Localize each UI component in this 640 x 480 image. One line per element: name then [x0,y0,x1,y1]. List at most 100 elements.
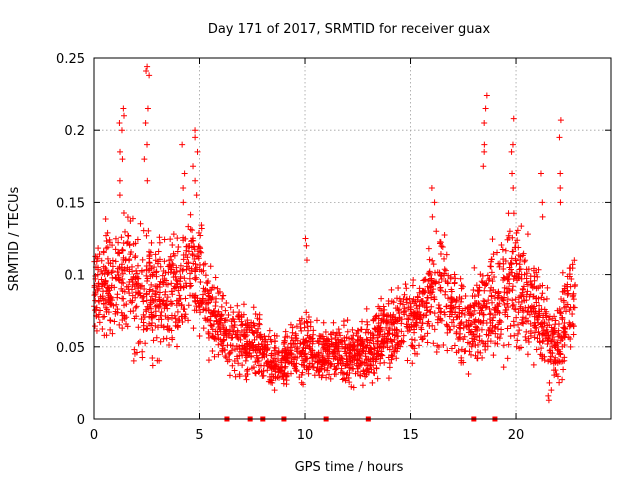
data-point [441,232,448,239]
data-point [490,251,497,258]
data-point [437,251,444,258]
data-point [560,297,567,304]
data-point [338,365,345,372]
data-point [200,285,207,292]
data-point [412,321,419,328]
data-point [222,327,229,334]
data-point [123,283,130,290]
data-point [524,231,531,238]
data-point [442,291,449,298]
data-point [276,374,283,381]
data-point [131,283,138,290]
tick-labels: 0 5 10 15 20 0 0.05 0.1 0.15 0.2 0.25 [56,52,524,443]
data-point [192,298,199,305]
data-point [564,291,571,298]
data-point [545,358,552,365]
data-point [259,373,266,380]
data-point [233,343,240,350]
data-point [477,271,484,278]
data-point [429,322,436,329]
data-point [531,322,538,329]
data-point [346,369,353,376]
data-point [121,312,128,319]
data-point [192,177,199,184]
data-point [342,362,349,369]
data-point [546,321,553,328]
data-point [470,303,477,310]
data-point [144,278,151,285]
data-point [400,301,407,308]
data-point [139,256,146,263]
data-point [103,232,110,239]
data-point [176,292,183,299]
data-point [538,345,545,352]
data-point [137,220,144,227]
data-point [205,307,212,314]
data-point [125,233,132,240]
data-point [486,316,493,323]
data-point [289,329,296,336]
y-tick-label: 0.15 [56,196,85,211]
data-point [91,323,98,330]
data-point [500,297,507,304]
data-point [160,267,167,274]
data-point [488,327,495,334]
data-point [434,316,441,323]
data-point [317,333,324,340]
data-point [191,275,198,282]
data-point [239,321,246,328]
data-point [193,253,200,260]
data-point [538,294,545,301]
data-point [118,267,125,274]
data-point [252,369,259,376]
data-point [169,336,176,343]
data-point [229,315,236,322]
data-point [222,353,229,360]
data-point [380,318,387,325]
data-point [391,320,398,327]
data-point [166,257,173,264]
data-point [253,352,260,359]
data-point [231,357,238,364]
data-point [222,317,229,324]
data-point [558,358,565,365]
data-point [133,303,140,310]
data-point [489,278,496,285]
data-point [451,342,458,349]
data-point [504,355,511,362]
data-point [121,112,128,119]
data-point [138,315,145,322]
data-point [501,289,508,296]
data-point [215,351,222,358]
data-point [154,284,161,291]
data-point [430,286,437,293]
data-point [180,306,187,313]
data-point [216,319,223,326]
data-point [353,362,360,369]
data-point [149,297,156,304]
data-point [545,392,552,399]
data-point [158,308,165,315]
data-point [105,269,112,276]
data-point [552,367,559,374]
data-point [555,346,562,353]
data-point [535,308,542,315]
data-point [546,313,553,320]
data-point [514,330,521,337]
data-point [421,333,428,340]
data-point [220,324,227,331]
data-point [395,342,402,349]
data-point [211,312,218,319]
data-point [205,330,212,337]
data-point [451,296,458,303]
data-points [91,63,579,422]
data-point [307,345,314,352]
data-point [95,280,102,287]
data-point [293,323,300,330]
data-point [300,341,307,348]
data-point [236,373,243,380]
data-point [209,347,216,354]
data-point [513,230,520,237]
data-point [96,251,103,258]
